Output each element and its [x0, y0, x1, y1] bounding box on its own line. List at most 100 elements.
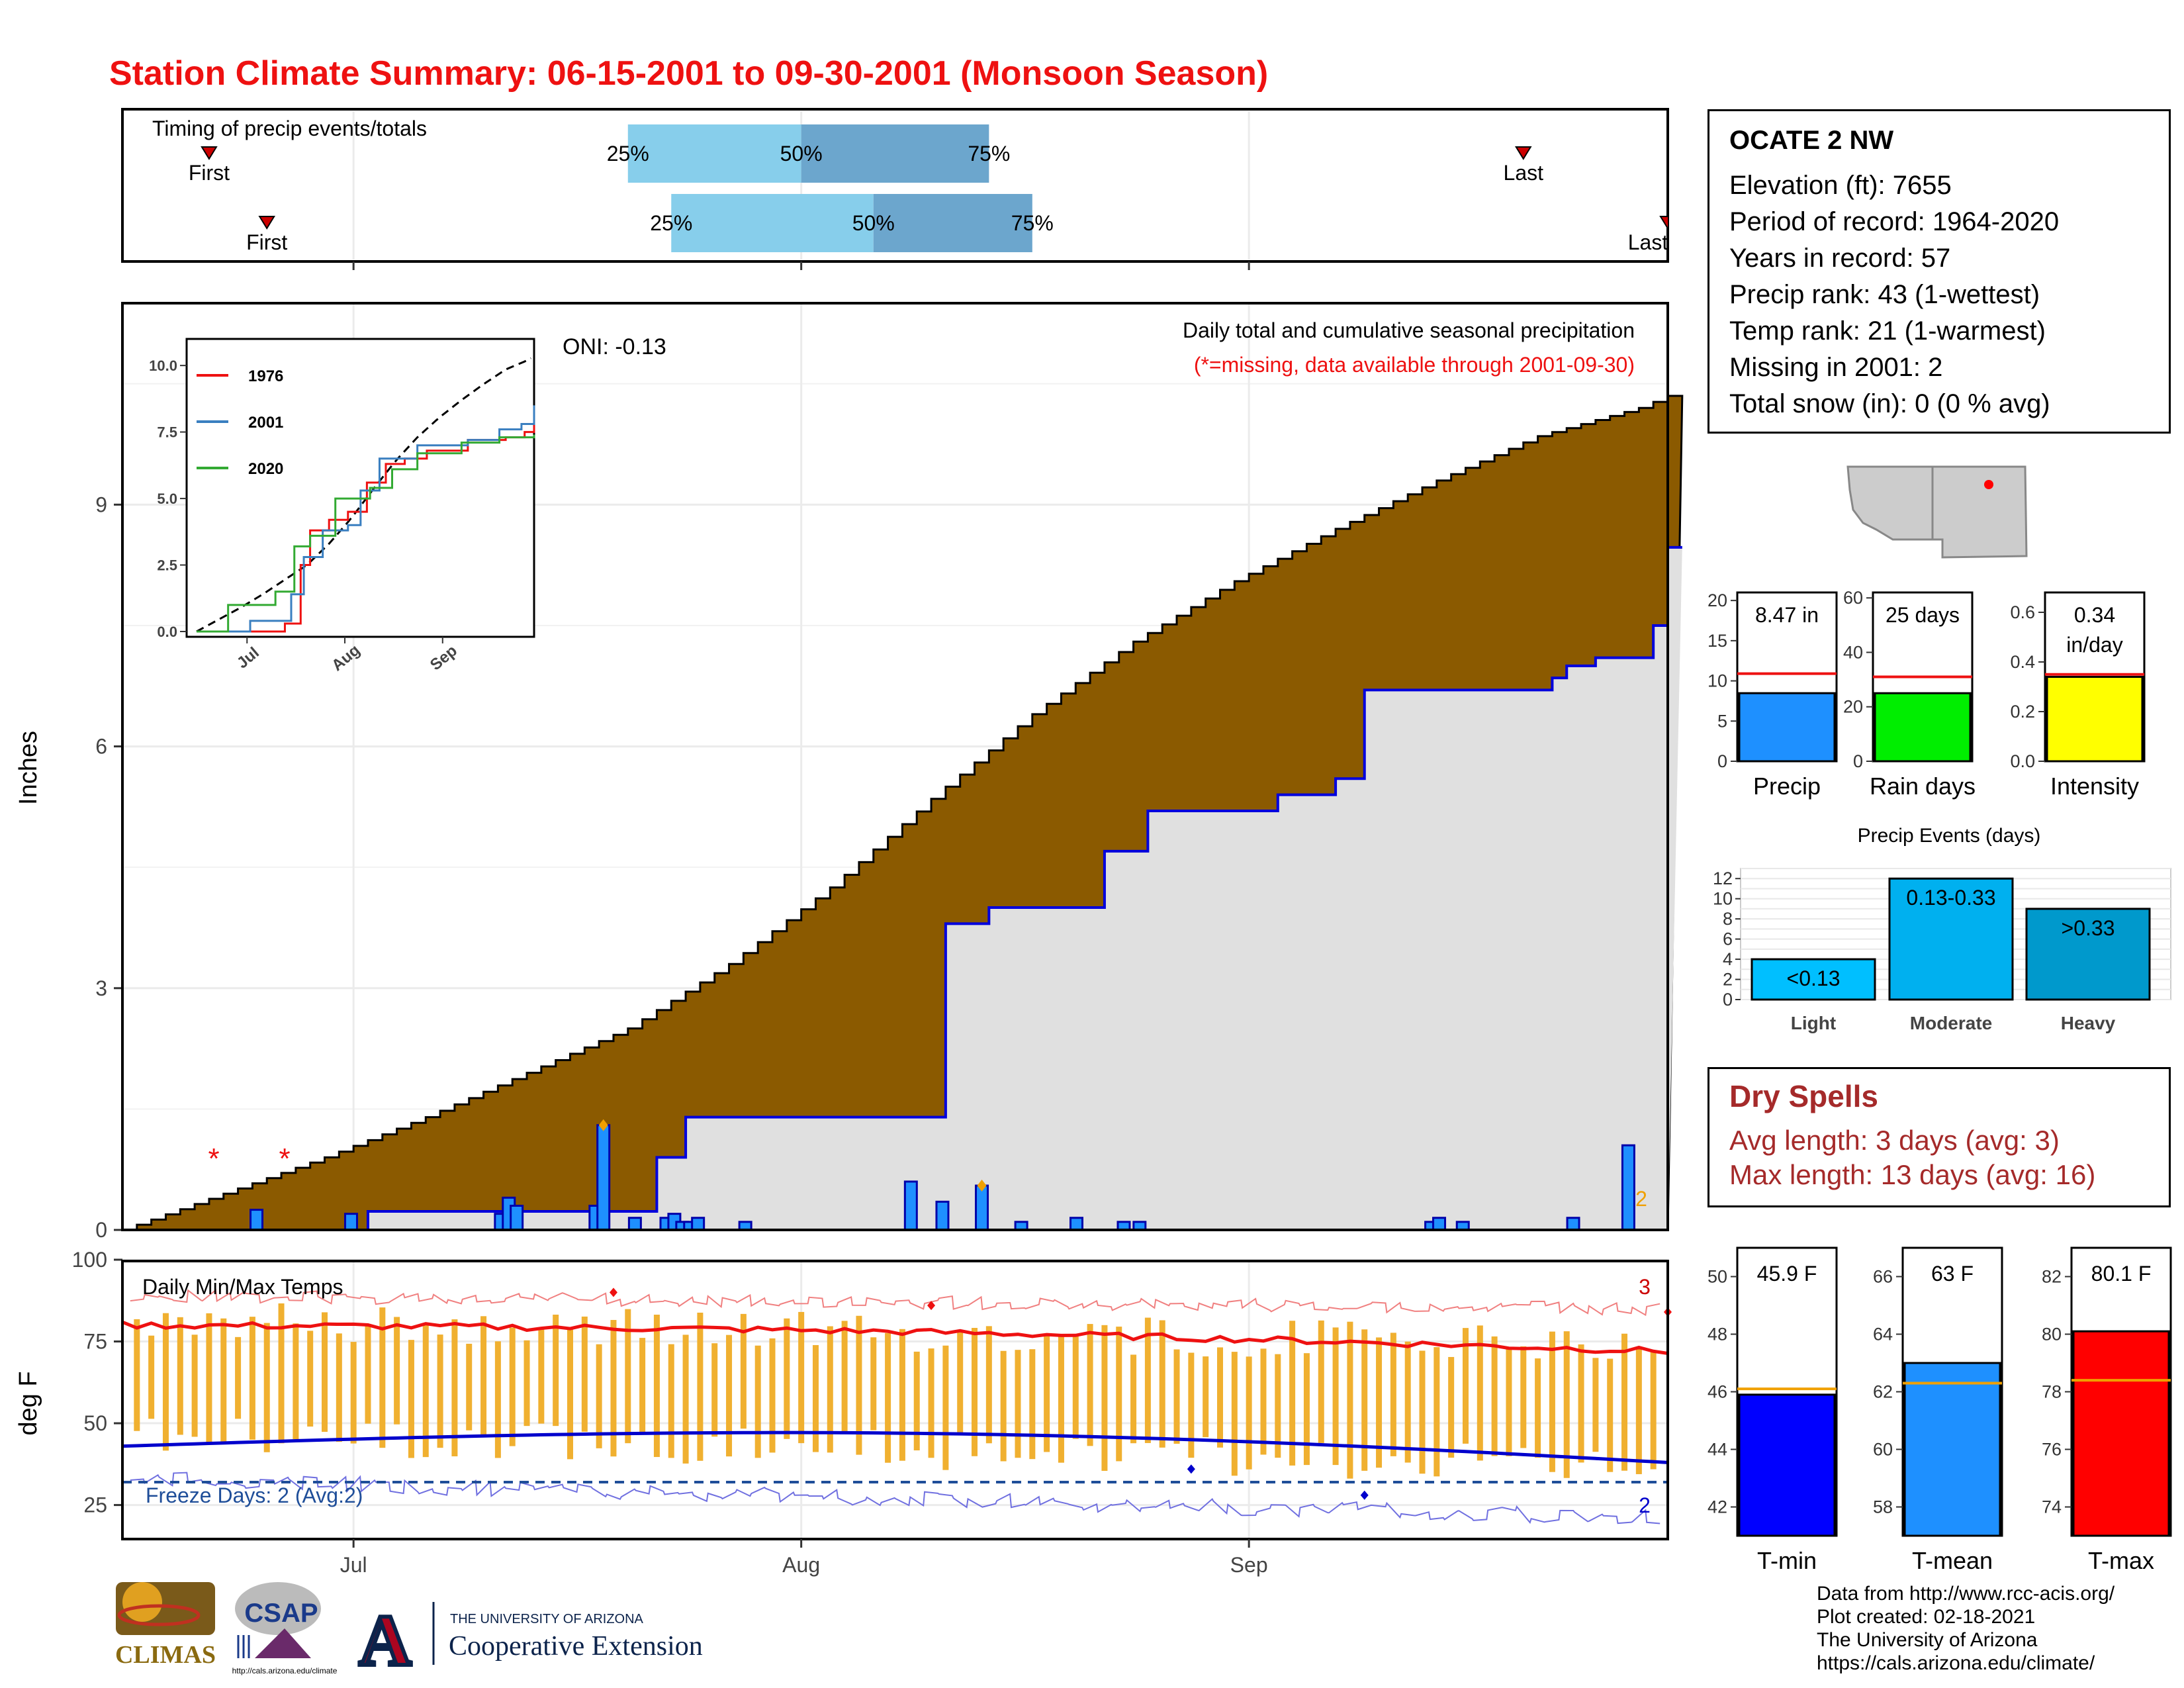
- quartile-label: 25%: [607, 142, 649, 165]
- daily-temp-bar: [769, 1338, 776, 1453]
- current-cumulative-area: [122, 547, 1682, 1230]
- daily-temp-bar: [1087, 1324, 1093, 1446]
- daily-temp-bar: [177, 1317, 183, 1435]
- quartile-label: 50%: [780, 142, 823, 165]
- events-bar: [1751, 958, 1876, 1001]
- temp-summary-bar-label: T-max: [2088, 1547, 2154, 1574]
- daily-temp-bar: [928, 1348, 934, 1458]
- precip-ytick-label: 3: [95, 976, 107, 1000]
- precip-ytick-label: 0: [95, 1218, 107, 1242]
- daily-temp-bar: [148, 1335, 155, 1419]
- daily-precip-bar: [975, 1184, 989, 1231]
- daily-temp-bar: [682, 1335, 689, 1464]
- daily-temp-bar: [350, 1342, 357, 1444]
- summary-value-label: 0.34: [2074, 603, 2115, 627]
- daily-temp-bar: [422, 1324, 429, 1458]
- daily-temp-bar: [581, 1316, 588, 1432]
- daily-temp-bar: [1361, 1329, 1368, 1471]
- daily-temp-bar: [1203, 1356, 1209, 1438]
- record-max-line: [130, 1288, 1661, 1317]
- credit-line: Plot created: 02-18-2021: [1817, 1606, 2036, 1628]
- max-records-count: 3: [1639, 1275, 1651, 1299]
- daily-temp-bar: [1072, 1336, 1079, 1439]
- oni-label: ONI: -0.13: [563, 334, 666, 359]
- temp-summary-ytick-label: 64: [1873, 1325, 1893, 1344]
- station-info-row: Elevation (ft): 7655: [1729, 171, 1952, 200]
- missing-marker-1: *: [208, 1143, 219, 1175]
- temp-summary-ytick-label: 80: [2042, 1325, 2062, 1344]
- daily-precip-bar: [1069, 1217, 1084, 1231]
- temp-summary-bar: [1738, 1393, 1836, 1537]
- temp-xtick-label: Sep: [1230, 1553, 1268, 1577]
- temp-summary-ytick-label: 58: [1873, 1497, 1893, 1517]
- daily-temp-bar: [394, 1317, 400, 1425]
- summary-bar-label: Intensity: [2050, 773, 2139, 800]
- freeze-days-label: Freeze Days: 2 (Avg:2): [146, 1483, 363, 1507]
- temp-summary-ytick-label: 62: [1873, 1382, 1893, 1402]
- daily-temp-bar: [1173, 1349, 1180, 1444]
- summary-ytick-label: 20: [1843, 697, 1863, 717]
- daily-temp-bar: [1650, 1350, 1657, 1470]
- credits: Data from http://www.rcc-acis.org/ Plot …: [1817, 1582, 2115, 1675]
- daily-temp-bar: [451, 1319, 458, 1457]
- csap-logo-text: CSAP: [244, 1599, 318, 1628]
- inset-ytick-label: 5.0: [157, 491, 177, 507]
- daily-temp-bar: [293, 1323, 299, 1440]
- daily-temp-bar: [1347, 1321, 1353, 1479]
- first-label: First: [246, 230, 287, 254]
- timing-row-label: 2001: [59, 211, 106, 234]
- daily-temp-bar: [553, 1314, 559, 1427]
- first-marker: [258, 216, 276, 230]
- daily-temp-bar: [1535, 1358, 1541, 1458]
- station-info-row: Years in record: 57: [1729, 244, 1951, 273]
- temp-summary-ytick-label: 44: [1707, 1440, 1727, 1460]
- inset-series-line: [197, 434, 535, 633]
- quartile-bar-lower: [671, 194, 874, 252]
- daily-temp-bar: [134, 1319, 140, 1431]
- daily-temp-bar: [1621, 1333, 1628, 1471]
- daily-temp-bar: [1015, 1350, 1021, 1458]
- temp-label: Daily Min/Max Temps: [142, 1275, 343, 1299]
- record-min-line: [130, 1472, 1661, 1524]
- daily-temp-bar: [162, 1313, 169, 1451]
- events-ytick-label: 10: [1713, 889, 1733, 909]
- summary-bar-charts: 0 5 10 15 20 8.47 in Precip 0 20 40 60 25 days Rain …: [1707, 588, 2146, 800]
- temp-panel: 25 50 75 100 deg F Daily Min/Max Temps Free…: [15, 1248, 1672, 1577]
- daily-temp-bar: [754, 1345, 761, 1458]
- temp-ytick-label: 100: [72, 1248, 107, 1272]
- dry-spells-max: Max length: 13 days (avg: 16): [1729, 1159, 2096, 1190]
- daily-precip-bar: [935, 1200, 950, 1231]
- avg-min-line: [122, 1430, 1668, 1464]
- daily-temp-bar: [1318, 1320, 1324, 1443]
- temp-summary-value-label: 63 F: [1931, 1262, 1974, 1286]
- precip-legend-line1: Daily total and cumulative seasonal prec…: [1183, 318, 1635, 342]
- events-bar-label: Light: [1791, 1013, 1836, 1033]
- daily-temp-bar: [1390, 1333, 1396, 1456]
- daily-temp-bar: [1303, 1353, 1310, 1466]
- summary-ytick-label: 0.0: [2010, 751, 2035, 771]
- events-bar: [1888, 877, 2014, 1001]
- station-location-marker: [1984, 480, 1993, 489]
- daily-temp-bar: [812, 1344, 819, 1452]
- inset-ytick-label: 7.5: [157, 424, 177, 441]
- summary-bar: [1738, 692, 1836, 763]
- daily-temp-bar: [1607, 1358, 1614, 1472]
- last-marker: [1514, 146, 1532, 160]
- daily-precip-bar: [691, 1217, 705, 1231]
- summary-ytick-label: 15: [1707, 631, 1727, 651]
- ua-line1: THE UNIVERSITY OF ARIZONA: [450, 1612, 644, 1626]
- daily-temp-bar: [1188, 1352, 1195, 1458]
- location-map: [1843, 463, 2028, 563]
- summary-ytick-label: 0: [1853, 751, 1863, 771]
- daily-precip-bar: [510, 1204, 524, 1231]
- temp-summary-bar-label: T-min: [1757, 1547, 1817, 1574]
- ua-logo: A THE UNIVERSITY OF ARIZONA Cooperative …: [357, 1598, 702, 1683]
- temp-summary-charts: 42 44 46 48 50 45.9 F T-min 58 60 62 64 66 63 F T-mea…: [1707, 1246, 2172, 1574]
- record-marker: [598, 1119, 608, 1131]
- daily-temp-bar: [856, 1315, 862, 1455]
- summary-ytick-label: 5: [1717, 711, 1727, 731]
- quartile-label: 25%: [650, 211, 692, 235]
- station-info-row: Precip rank: 43 (1-wettest): [1729, 280, 2040, 309]
